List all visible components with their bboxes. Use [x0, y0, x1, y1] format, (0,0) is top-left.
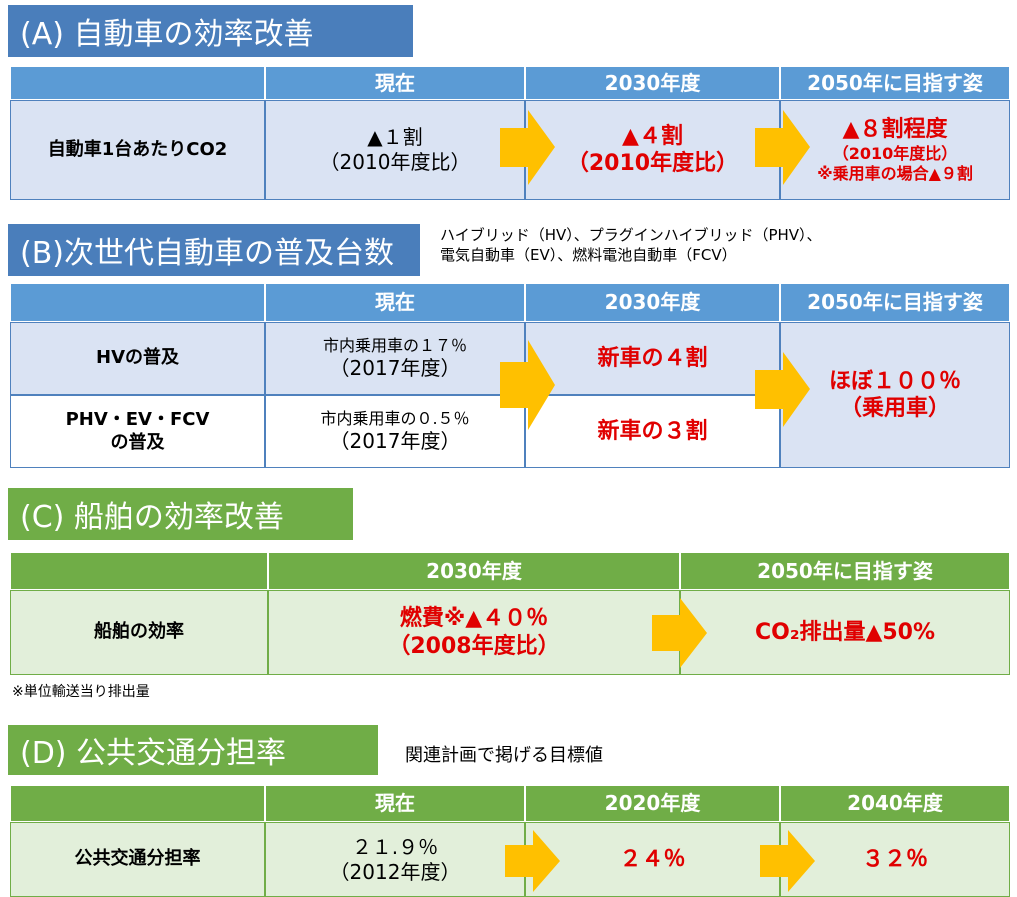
- text: （2008年度比）: [388, 633, 560, 659]
- header-cell: 現在: [265, 785, 525, 822]
- text: 新車の３割: [597, 418, 708, 444]
- cell: 新車の４割: [525, 322, 780, 395]
- cell: ２１.９％ （2012年度）: [265, 822, 525, 897]
- section-title: (C) 船舶の効率改善: [8, 488, 353, 540]
- text: HVの普及: [96, 347, 179, 369]
- text: （2017年度）: [329, 429, 461, 453]
- text: ▲８割程度: [842, 117, 948, 143]
- header-cell: 2050年に目指す姿: [680, 552, 1010, 590]
- arrow: [505, 830, 560, 892]
- merged-cell: ほぼ１００％ （乗用車）: [780, 322, 1010, 468]
- arrow: [760, 830, 815, 892]
- header-cell: 2020年度: [525, 785, 780, 822]
- footnote: ※単位輸送当り排出量: [12, 684, 150, 700]
- cell: ▲４割 （2010年度比）: [525, 100, 780, 200]
- arrow: [755, 110, 810, 185]
- text: ※乗用車の場合▲９割: [817, 163, 973, 183]
- row-label: 船舶の効率: [10, 590, 268, 675]
- text: 市内乗用車の１７％: [322, 336, 467, 355]
- text: 燃費※▲４０％: [399, 606, 549, 631]
- header-cell: 現在: [265, 283, 525, 322]
- row-label: 公共交通分担率: [10, 822, 265, 897]
- text: ▲１割: [367, 125, 423, 149]
- arrow: [652, 598, 707, 668]
- row-label: 自動車1台あたりCO2: [10, 100, 265, 200]
- text: 自動車1台あたりCO2: [47, 138, 228, 160]
- header-cell: 2030年度: [525, 283, 780, 322]
- text: 船舶の効率: [94, 621, 184, 643]
- text: （2010年度比）: [832, 143, 958, 163]
- header-cell: 2030年度: [268, 552, 680, 590]
- cell: ▲１割 （2010年度比）: [265, 100, 525, 200]
- note: 関連計画で掲げる目標値: [405, 741, 603, 767]
- cell: ▲８割程度 （2010年度比） ※乗用車の場合▲９割: [780, 100, 1010, 200]
- header-cell: [10, 66, 265, 100]
- text: 新車の４割: [597, 345, 708, 371]
- header-cell: 2030年度: [525, 66, 780, 100]
- header-cell: [10, 785, 265, 822]
- text: 公共交通分担率: [74, 848, 201, 870]
- cell: 燃費※▲４０％ （2008年度比）: [268, 590, 680, 675]
- header-cell: 2040年度: [780, 785, 1010, 822]
- cell: 市内乗用車の０.５％ （2017年度）: [265, 395, 525, 468]
- section-title: (B)次世代自動車の普及台数: [8, 224, 420, 276]
- text: ３２％: [861, 846, 928, 872]
- text: ほぼ１００％: [828, 368, 961, 394]
- header-cell: 現在: [265, 66, 525, 100]
- note: ハイブリッド（HV）、プラグインハイブリッド（PHV）、 電気自動車（EV）、燃料…: [440, 226, 822, 265]
- text: ２４％: [619, 846, 686, 872]
- arrow: [500, 110, 555, 185]
- text: （2017年度）: [329, 356, 461, 380]
- header-cell: 2050年に目指す姿: [780, 283, 1010, 322]
- text: PHV・EV・FCV: [65, 409, 210, 430]
- cell: 新車の３割: [525, 395, 780, 468]
- header-cell: 2050年に目指す姿: [780, 66, 1010, 100]
- row-label: PHV・EV・FCV の普及: [10, 395, 265, 468]
- cell: 市内乗用車の１７％ （2017年度）: [265, 322, 525, 395]
- text: CO₂排出量▲50%: [754, 619, 936, 645]
- text: の普及: [110, 431, 165, 453]
- arrow: [500, 340, 555, 430]
- text: ハイブリッド（HV）、プラグインハイブリッド（PHV）、: [440, 226, 822, 244]
- text: （2012年度）: [329, 859, 461, 884]
- header-cell: [10, 552, 268, 590]
- cell: CO₂排出量▲50%: [680, 590, 1010, 675]
- text: ▲４割: [622, 123, 683, 149]
- cell: ３２％: [780, 822, 1010, 897]
- text: 関連計画で掲げる目標値: [405, 745, 603, 766]
- text: 市内乗用車の０.５％: [320, 409, 470, 428]
- text: （2010年度比）: [319, 150, 471, 174]
- cell: ２４％: [525, 822, 780, 897]
- row-label: HVの普及: [10, 322, 265, 395]
- text: 電気自動車（EV）、燃料電池自動車（FCV）: [440, 245, 737, 264]
- section-title: (D) 公共交通分担率: [8, 725, 378, 775]
- header-cell: [10, 283, 265, 322]
- arrow: [755, 352, 810, 427]
- section-title: (A) 自動車の効率改善: [8, 5, 413, 57]
- text: （乗用車）: [839, 396, 950, 421]
- text: （2010年度比）: [566, 151, 739, 176]
- text: ２１.９％: [351, 834, 439, 859]
